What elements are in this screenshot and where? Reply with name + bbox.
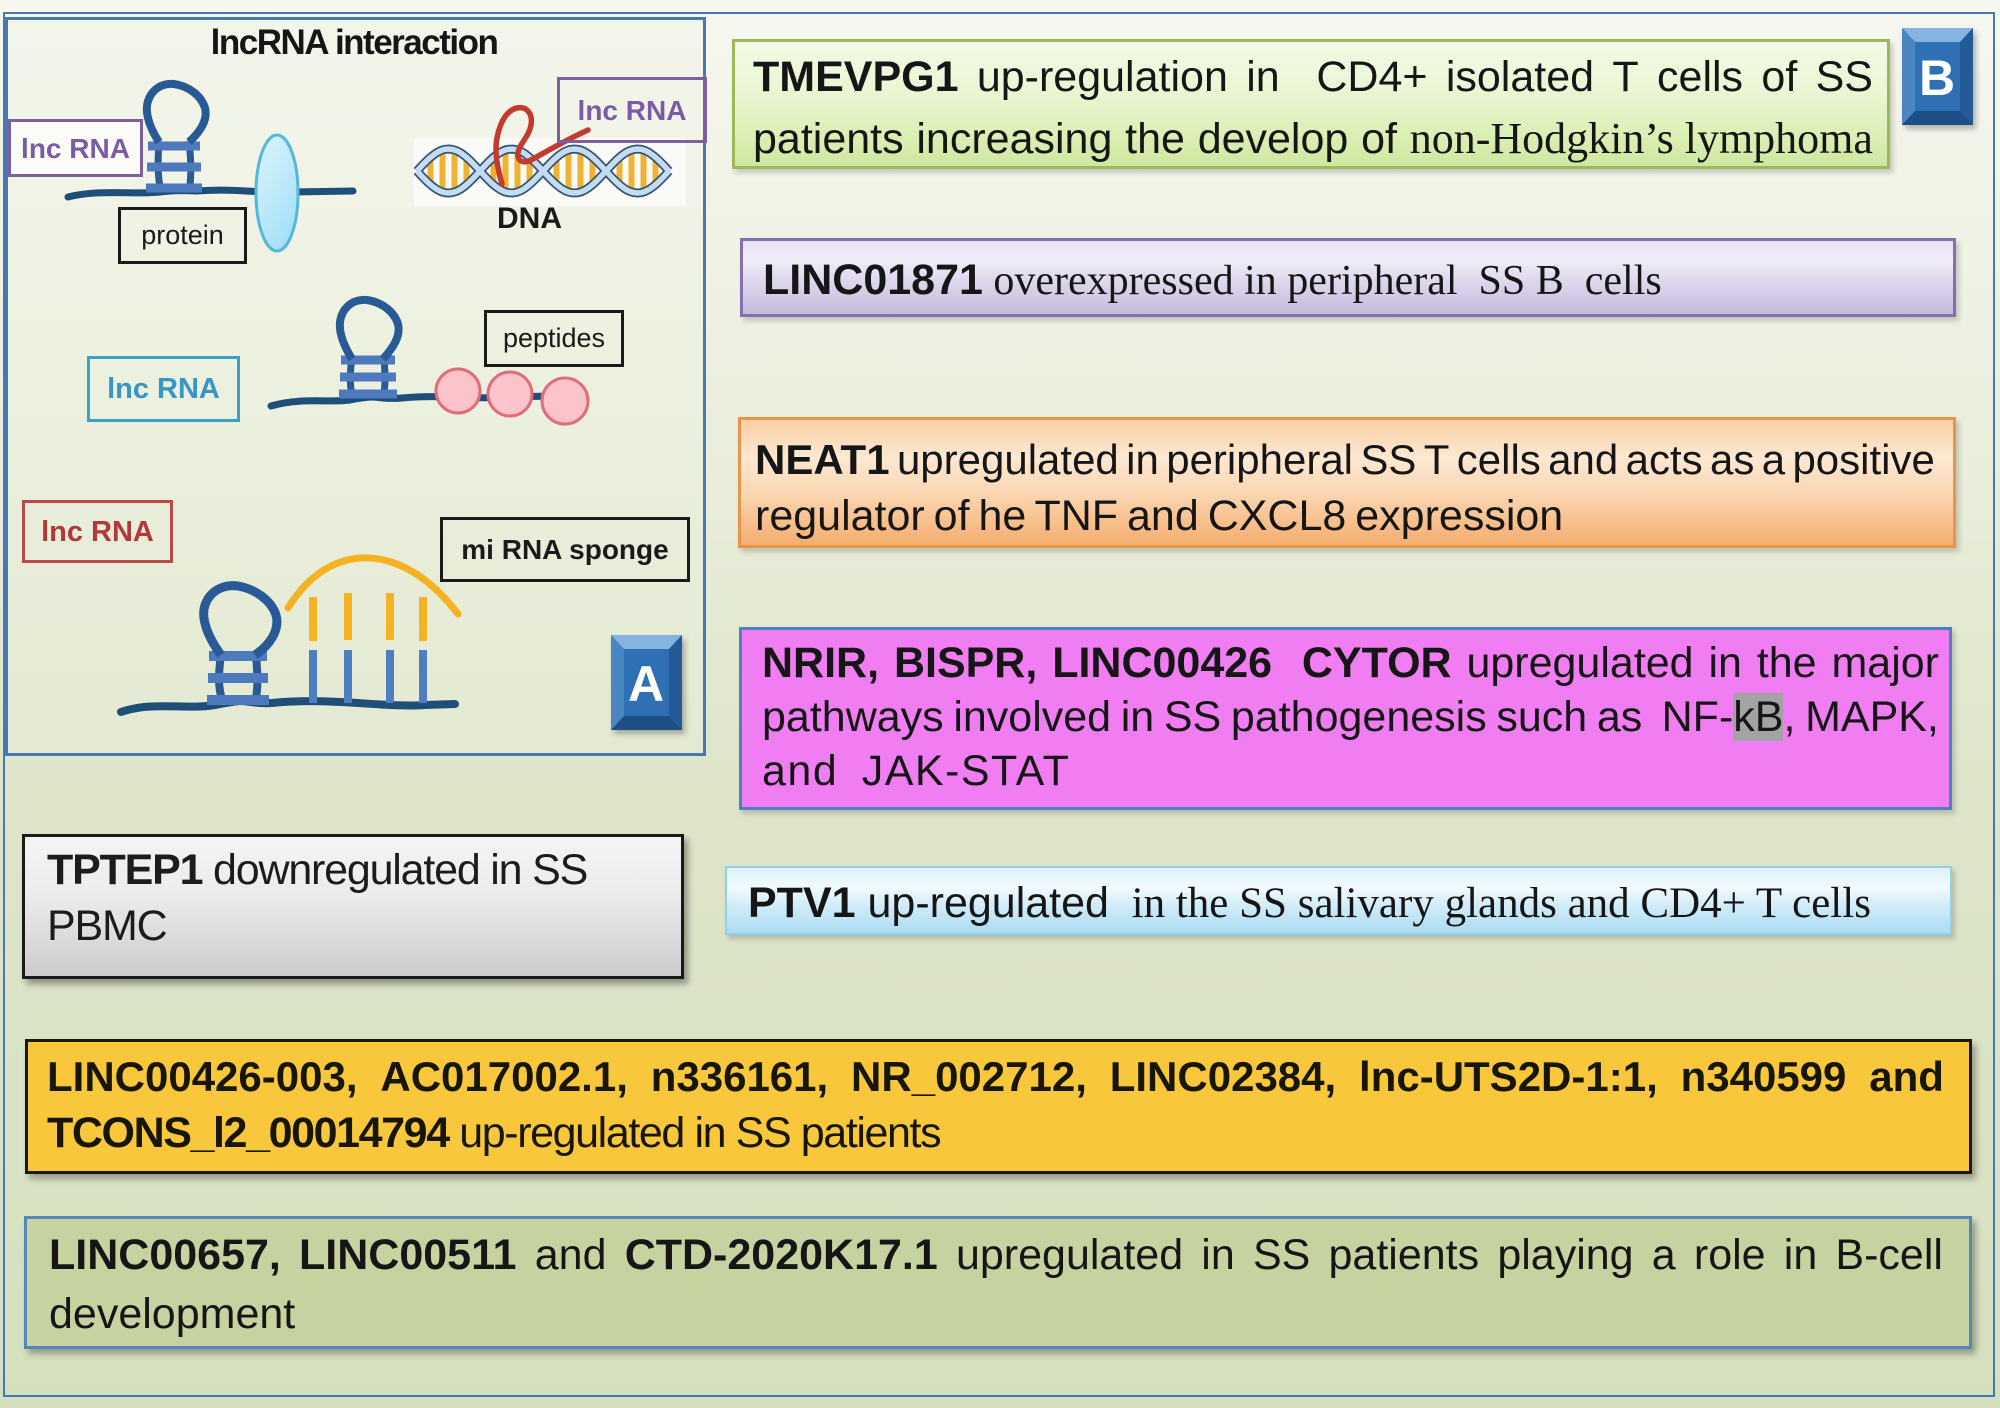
svg-text:A: A: [628, 656, 664, 712]
svg-text:B: B: [1919, 50, 1955, 106]
